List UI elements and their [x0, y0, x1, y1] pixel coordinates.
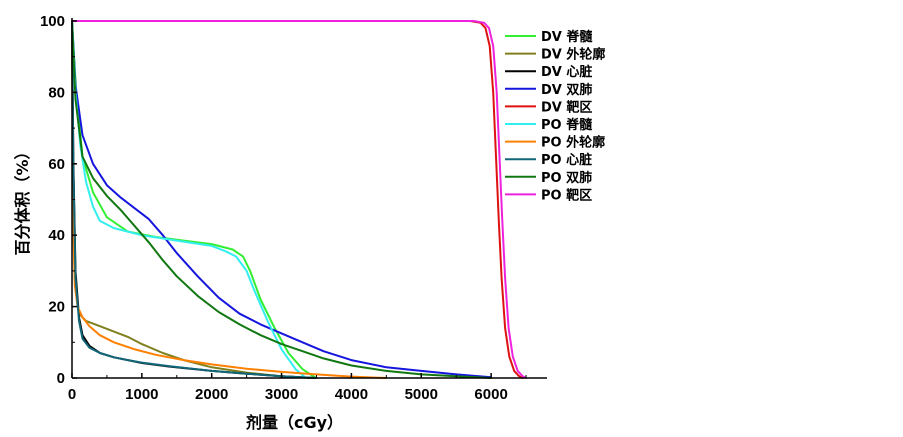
x-tick-label: 5000 — [405, 386, 438, 403]
y-tick-label: 0 — [57, 370, 65, 387]
y-tick-label: 80 — [48, 84, 65, 101]
x-tick-label: 1000 — [125, 386, 158, 403]
legend-label: PO 脊髓 — [541, 117, 593, 133]
legend-label: DV 双肺 — [541, 82, 592, 98]
series-line-5 — [71, 20, 524, 379]
series-line-3 — [71, 20, 318, 379]
x-tick-label: 3000 — [265, 386, 298, 403]
legend-label: PO 靶区 — [541, 187, 592, 203]
series-line-9 — [71, 20, 493, 379]
legend-label: PO 外轮廓 — [541, 135, 605, 151]
x-axis-title: 剂量（cGy） — [246, 413, 343, 432]
series-line-7 — [71, 20, 388, 379]
legend-label: PO 心脏 — [541, 152, 592, 168]
legend-label: DV 靶区 — [541, 99, 592, 115]
series-line-1 — [71, 20, 318, 379]
y-tick-label: 60 — [48, 156, 65, 173]
legend-label: DV 心脏 — [541, 64, 592, 80]
y-tick-label: 20 — [48, 299, 65, 316]
series-line-10 — [71, 20, 527, 379]
series-line-4 — [71, 20, 493, 379]
x-axis-ticks: 0 1000 2000 3000 4000 5000 6000 — [68, 373, 527, 403]
series-lines — [71, 20, 527, 379]
legend-label: DV 外轮廓 — [541, 47, 605, 63]
axes — [71, 18, 547, 379]
x-tick-label: 4000 — [335, 386, 368, 403]
y-tick-label: 100 — [40, 13, 65, 30]
x-tick-label: 0 — [68, 386, 76, 403]
y-axis-title: 百分体积（%） — [13, 143, 32, 255]
legend-label: DV 脊髓 — [541, 29, 593, 45]
legend-label: PO 双肺 — [541, 170, 592, 186]
series-line-8 — [71, 20, 318, 379]
x-tick-label: 2000 — [195, 386, 228, 403]
y-tick-label: 40 — [48, 227, 65, 244]
x-tick-label: 6000 — [474, 386, 507, 403]
y-axis-ticks: 0 20 40 60 80 100 — [40, 13, 77, 387]
series-line-6 — [71, 20, 307, 379]
